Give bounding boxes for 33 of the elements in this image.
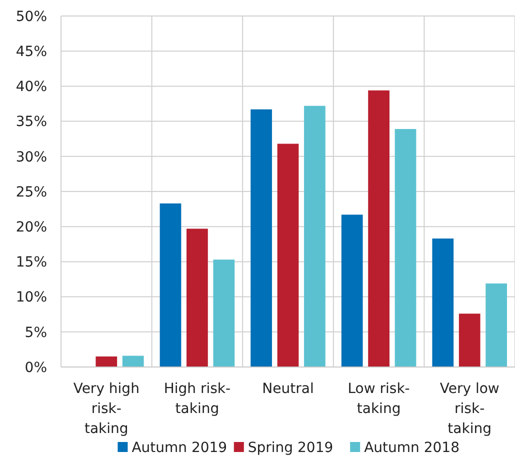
x-tick-label: Low risk-taking: [348, 381, 410, 417]
y-tick-label: 5%: [24, 324, 47, 341]
legend-label: Autumn 2018: [364, 440, 460, 456]
bar: [341, 214, 363, 367]
bar: [186, 228, 208, 367]
bar: [213, 260, 235, 367]
bar: [277, 144, 299, 367]
bar: [250, 109, 272, 367]
y-tick-label: 25%: [16, 184, 47, 200]
x-tick-label: Neutral: [262, 381, 314, 397]
bar: [486, 283, 507, 367]
bar: [96, 356, 118, 367]
bar: [432, 238, 454, 367]
y-tick-label: 15%: [16, 254, 47, 271]
y-tick-label: 0%: [24, 360, 47, 376]
bar: [304, 106, 326, 367]
legend-label: Spring 2019: [248, 440, 334, 456]
y-tick-label: 10%: [16, 290, 47, 306]
bar: [394, 129, 416, 367]
y-tick-label: 35%: [16, 114, 47, 130]
y-tick-label: 40%: [16, 79, 47, 96]
bar: [458, 314, 480, 367]
x-tick-label: Very high risk-taking: [73, 381, 140, 437]
bar: [368, 90, 390, 367]
x-tick-label: High risk-taking: [164, 381, 231, 417]
y-tick-label: 30%: [16, 149, 47, 166]
y-tick-label: 50%: [16, 8, 47, 25]
y-tick-label: 20%: [16, 220, 47, 236]
bar: [160, 203, 182, 367]
y-tick-label: 45%: [16, 44, 47, 60]
legend-label: Autumn 2019: [132, 440, 228, 456]
x-tick-label: Very low risk-taking: [440, 381, 500, 437]
bar: [122, 356, 144, 367]
